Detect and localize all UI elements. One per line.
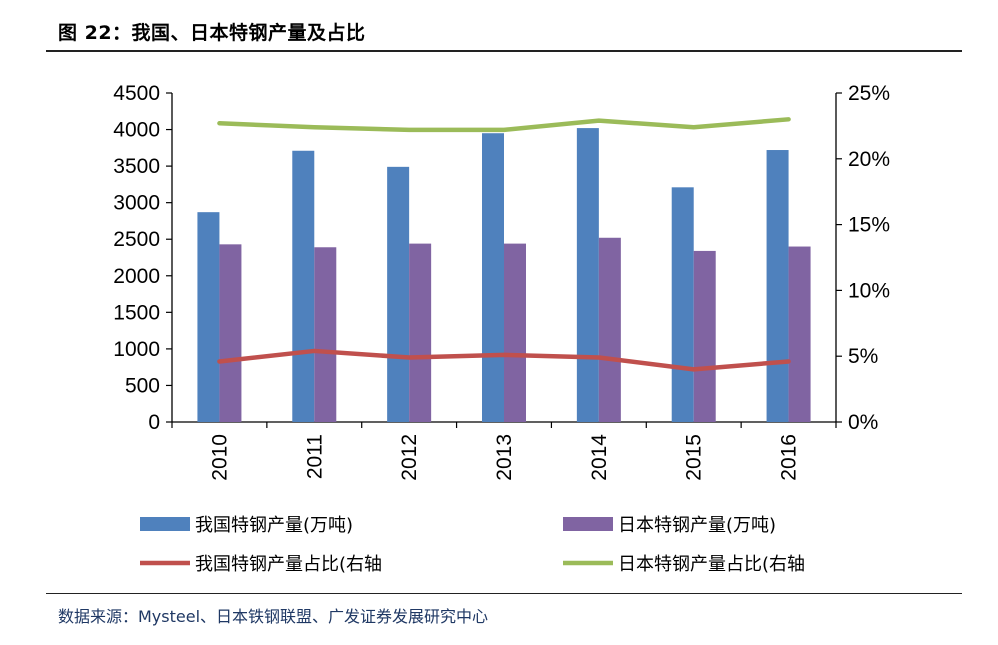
left-y-tick-label: 0 (148, 411, 160, 434)
right-y-tick-label: 5% (848, 345, 878, 368)
source-divider (46, 593, 962, 594)
left-y-tick-label: 4500 (113, 82, 160, 105)
china-bar (197, 212, 220, 422)
right-y-tick-label: 10% (848, 279, 890, 302)
japan-share-line (217, 117, 791, 133)
x-category-label: 2015 (683, 434, 706, 481)
china-bar (482, 133, 504, 422)
data-source-note: 数据来源：Mysteel、日本铁钢联盟、广发证券发展研究中心 (58, 607, 489, 626)
right-y-tick-label: 20% (848, 148, 890, 171)
x-category-label: 2010 (208, 434, 231, 481)
china-share-line (217, 348, 791, 372)
left-y-tick-label: 1000 (113, 338, 160, 361)
japan-bar (598, 237, 621, 422)
left-y-tick-label: 2500 (113, 228, 160, 251)
left-y-tick-label: 2000 (113, 265, 160, 288)
right-y-tick-label: 25% (848, 82, 890, 105)
left-y-tick-label: 500 (125, 374, 160, 397)
x-category-label: 2014 (588, 434, 611, 481)
left-y-tick-label: 3000 (113, 192, 160, 215)
figure-title: 图 22：我国、日本特钢产量及占比 (58, 22, 366, 44)
japan-bar (314, 247, 337, 422)
legend-japan-output-swatch (563, 517, 613, 531)
china-bar (766, 150, 789, 422)
left-y-tick-label: 4000 (113, 119, 160, 142)
x-category-label: 2016 (778, 434, 801, 481)
x-category-label: 2011 (303, 434, 326, 479)
left-y-tick-label: 1500 (113, 301, 160, 324)
legend-japan-output-label: 日本特钢产量(万吨) (618, 515, 776, 536)
japan-bar (693, 250, 716, 422)
legend-china-output-label: 我国特钢产量(万吨) (195, 515, 353, 536)
japan-bar (788, 246, 811, 422)
legend-china-output-swatch (140, 517, 190, 531)
legend-japan-share-label: 日本特钢产量占比(右轴 (618, 554, 805, 575)
title-divider (46, 50, 962, 52)
japan-bar (219, 244, 242, 422)
china-bar (292, 150, 315, 422)
china-bar (671, 187, 694, 422)
left-y-tick-label: 3500 (113, 155, 160, 178)
japan-bar (504, 243, 526, 422)
right-y-tick-label: 0% (848, 411, 878, 434)
china-bar (576, 128, 599, 423)
x-category-label: 2012 (398, 434, 421, 481)
x-category-label: 2013 (493, 434, 516, 481)
china-bar (387, 166, 410, 422)
japan-bar (409, 243, 432, 422)
legend-china-share-label: 我国特钢产量占比(右轴 (195, 554, 382, 575)
right-y-tick-label: 15% (848, 214, 890, 237)
